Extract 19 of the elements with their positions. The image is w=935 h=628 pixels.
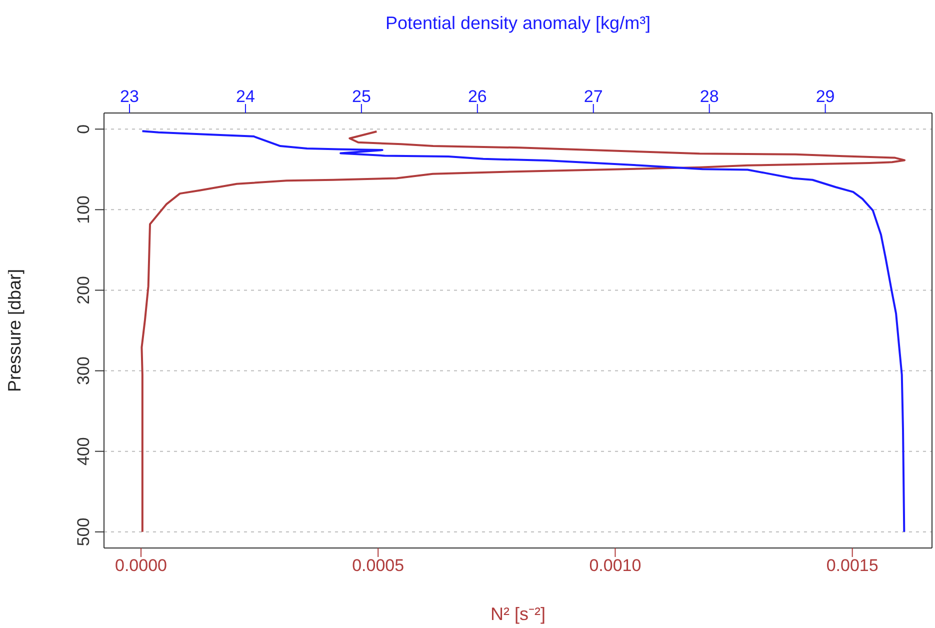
x2-tick-label: 28	[700, 87, 719, 106]
x-tick-label: 0.0000	[114, 556, 167, 576]
y-tick-label: 200	[74, 276, 93, 304]
y-tick-label: 100	[74, 195, 93, 224]
y-tick-label: 500	[74, 518, 93, 546]
y-tick-label: 400	[74, 437, 93, 466]
x2-tick-label: 25	[352, 87, 371, 106]
x2-tick-label: 29	[816, 87, 835, 106]
x2-tick-label: 26	[468, 87, 487, 106]
x-tick-label: 0.0015	[826, 556, 878, 576]
x-axis-title: N² [s⁻²]	[490, 604, 546, 624]
x2-tick-label: 23	[120, 87, 139, 106]
x2-tick-label: 24	[236, 87, 255, 106]
x2-tick-label: 27	[584, 87, 603, 106]
y-tick-label: 0	[74, 124, 93, 134]
x-tick-label: 0.0005	[352, 556, 404, 576]
y-tick-label: 300	[74, 356, 93, 385]
x-tick-label: 0.0010	[589, 556, 642, 576]
x2-axis-title: Potential density anomaly [kg/m³]	[385, 12, 651, 33]
